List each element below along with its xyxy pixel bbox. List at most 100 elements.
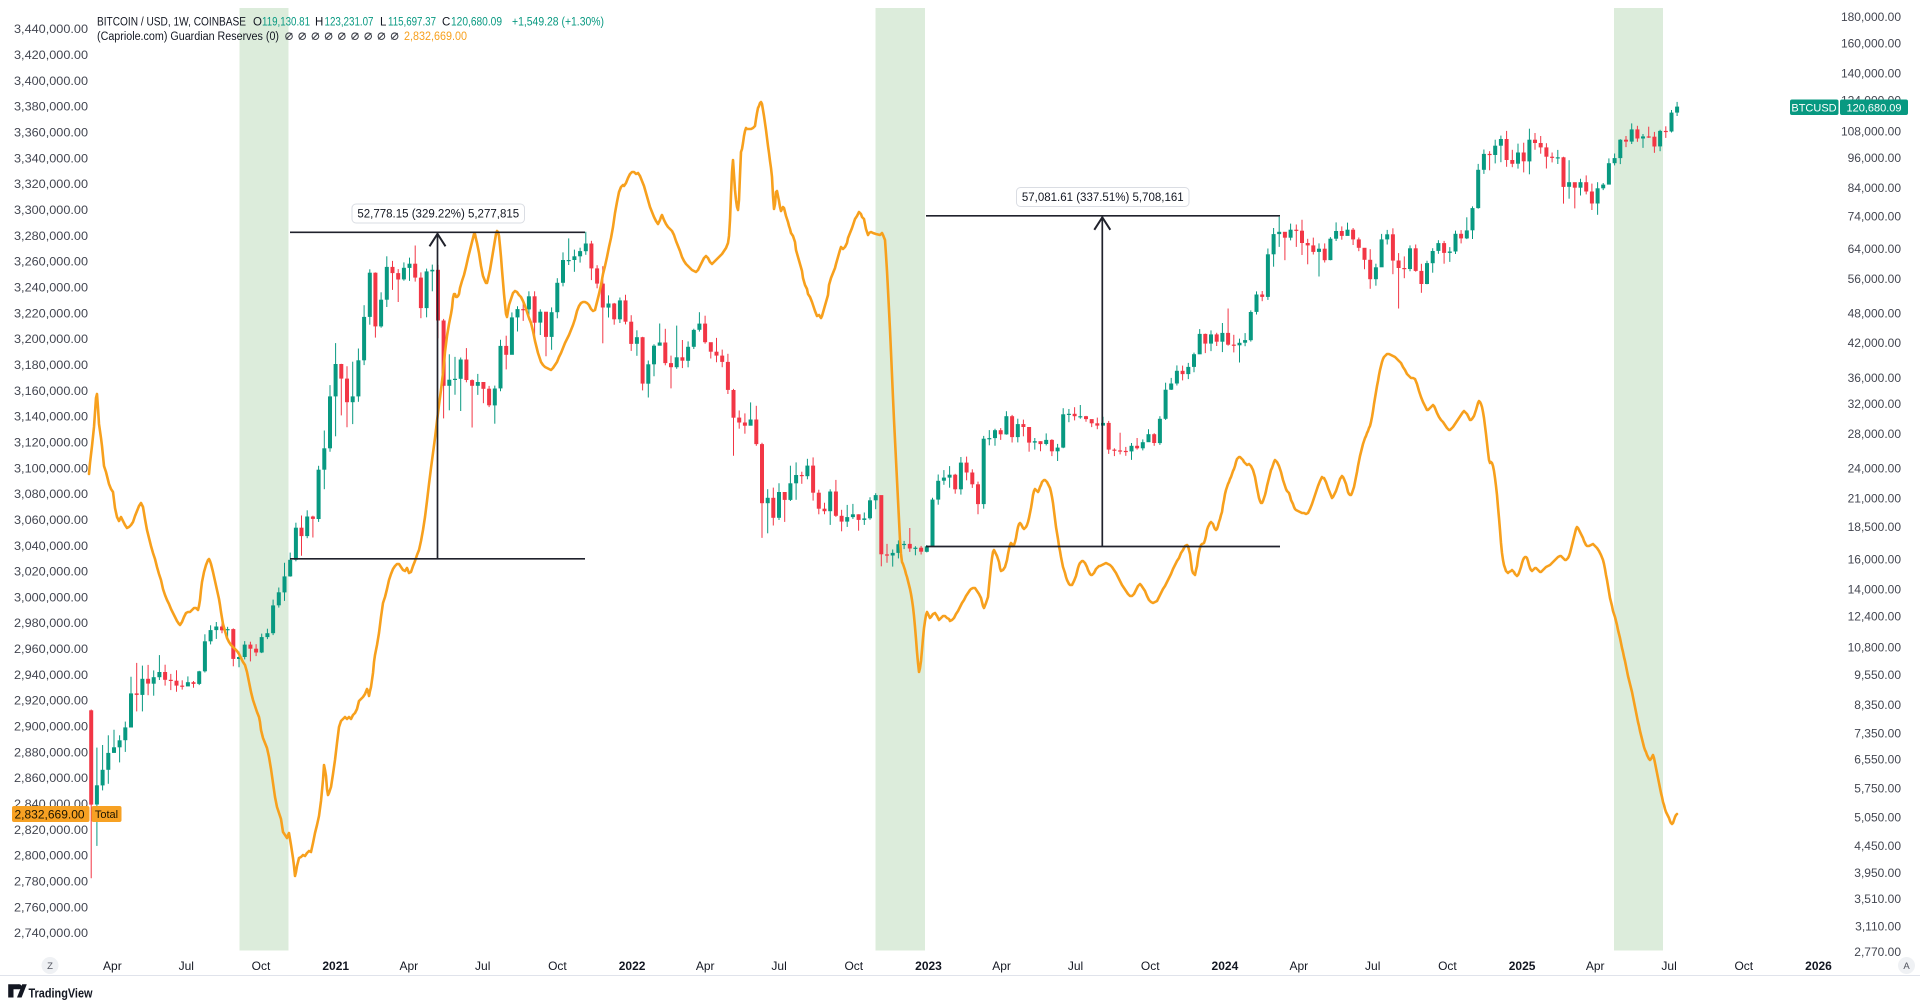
svg-text:3,340,000.00: 3,340,000.00 [14, 151, 88, 165]
svg-text:3,440,000.00: 3,440,000.00 [14, 22, 88, 36]
svg-text:12,400.00: 12,400.00 [1848, 610, 1902, 624]
svg-text:8,350.00: 8,350.00 [1854, 698, 1901, 712]
svg-text:Z: Z [47, 961, 53, 972]
svg-text:28,000.00: 28,000.00 [1848, 427, 1902, 441]
svg-text:2,760,000.00: 2,760,000.00 [14, 900, 88, 914]
svg-text:2,860,000.00: 2,860,000.00 [14, 771, 88, 785]
svg-text:56,000.00: 56,000.00 [1848, 272, 1902, 286]
svg-text:140,000.00: 140,000.00 [1841, 67, 1901, 81]
svg-text:120,680.09: 120,680.09 [1846, 102, 1901, 114]
svg-text:BTCUSD: BTCUSD [1791, 102, 1836, 114]
svg-text:Apr: Apr [696, 959, 715, 973]
svg-text:Total: Total [95, 809, 118, 821]
svg-text:14,000.00: 14,000.00 [1848, 582, 1902, 596]
svg-text:Apr: Apr [103, 959, 122, 973]
svg-text:3,420,000.00: 3,420,000.00 [14, 48, 88, 62]
svg-text:Oct: Oct [252, 959, 271, 973]
svg-text:2,980,000.00: 2,980,000.00 [14, 616, 88, 630]
svg-text:3,300,000.00: 3,300,000.00 [14, 203, 88, 217]
svg-text:Apr: Apr [1289, 959, 1308, 973]
svg-text:2,820,000.00: 2,820,000.00 [14, 823, 88, 837]
svg-text:Apr: Apr [1586, 959, 1605, 973]
svg-text:3,080,000.00: 3,080,000.00 [14, 487, 88, 501]
svg-text:36,000.00: 36,000.00 [1848, 371, 1902, 385]
svg-text:Oct: Oct [1141, 959, 1160, 973]
svg-text:3,950.00: 3,950.00 [1854, 866, 1901, 880]
svg-text:3,110.00: 3,110.00 [1855, 919, 1901, 933]
svg-text:2025: 2025 [1509, 959, 1536, 973]
svg-text:3,320,000.00: 3,320,000.00 [14, 177, 88, 191]
svg-text:6,550.00: 6,550.00 [1854, 753, 1901, 767]
svg-text:2,770.00: 2,770.00 [1854, 945, 1901, 959]
svg-text:2,920,000.00: 2,920,000.00 [14, 694, 88, 708]
svg-text:Jul: Jul [771, 959, 786, 973]
svg-text:2024: 2024 [1212, 959, 1239, 973]
svg-text:Apr: Apr [399, 959, 418, 973]
svg-text:3,260,000.00: 3,260,000.00 [14, 255, 88, 269]
svg-text:18,500.00: 18,500.00 [1848, 520, 1902, 534]
svg-text:3,160,000.00: 3,160,000.00 [14, 384, 88, 398]
svg-text:42,000.00: 42,000.00 [1848, 336, 1902, 350]
svg-text:Jul: Jul [1661, 959, 1676, 973]
svg-text:Oct: Oct [548, 959, 567, 973]
svg-text:9,550.00: 9,550.00 [1854, 668, 1901, 682]
svg-text:21,000.00: 21,000.00 [1848, 492, 1902, 506]
svg-text:84,000.00: 84,000.00 [1848, 181, 1902, 195]
svg-text:3,280,000.00: 3,280,000.00 [14, 229, 88, 243]
svg-text:180,000.00: 180,000.00 [1841, 10, 1901, 24]
svg-text:52,778.15 (329.22%) 5,277,815: 52,778.15 (329.22%) 5,277,815 [357, 209, 519, 221]
svg-text:64,000.00: 64,000.00 [1848, 242, 1902, 256]
svg-text:3,020,000.00: 3,020,000.00 [14, 565, 88, 579]
svg-text:2,780,000.00: 2,780,000.00 [14, 875, 88, 889]
svg-text:TradingView: TradingView [29, 986, 94, 1001]
svg-text:3,060,000.00: 3,060,000.00 [14, 513, 88, 527]
svg-text:160,000.00: 160,000.00 [1841, 37, 1901, 51]
svg-text:3,120,000.00: 3,120,000.00 [14, 435, 88, 449]
svg-text:57,081.61 (337.51%) 5,708,161: 57,081.61 (337.51%) 5,708,161 [1022, 192, 1184, 204]
svg-text:3,040,000.00: 3,040,000.00 [14, 539, 88, 553]
svg-text:Jul: Jul [1068, 959, 1083, 973]
svg-text:Jul: Jul [1365, 959, 1380, 973]
svg-text:Apr: Apr [992, 959, 1011, 973]
svg-text:32,000.00: 32,000.00 [1848, 397, 1902, 411]
svg-text:7,350.00: 7,350.00 [1854, 727, 1901, 741]
svg-text:2021: 2021 [322, 959, 349, 973]
svg-text:2,900,000.00: 2,900,000.00 [14, 720, 88, 734]
svg-text:3,360,000.00: 3,360,000.00 [14, 126, 88, 140]
svg-text:Oct: Oct [1438, 959, 1457, 973]
svg-text:108,000.00: 108,000.00 [1841, 125, 1901, 139]
svg-text:3,380,000.00: 3,380,000.00 [14, 100, 88, 114]
svg-text:5,750.00: 5,750.00 [1854, 782, 1901, 796]
svg-text:(Capriole.com) Guardian Reserv: (Capriole.com) Guardian Reserves (0) 2,83… [97, 31, 467, 43]
svg-text:16,000.00: 16,000.00 [1848, 552, 1902, 566]
svg-text:3,510.00: 3,510.00 [1854, 892, 1901, 906]
svg-text:3,000,000.00: 3,000,000.00 [14, 590, 88, 604]
svg-text:3,140,000.00: 3,140,000.00 [14, 410, 88, 424]
svg-text:2026: 2026 [1805, 959, 1832, 973]
svg-text:2,740,000.00: 2,740,000.00 [14, 926, 88, 940]
svg-text:2022: 2022 [619, 959, 646, 973]
svg-text:Jul: Jul [179, 959, 194, 973]
svg-text:2,880,000.00: 2,880,000.00 [14, 745, 88, 759]
svg-text:3,220,000.00: 3,220,000.00 [14, 306, 88, 320]
svg-text:74,000.00: 74,000.00 [1848, 209, 1902, 223]
svg-text:A: A [1903, 961, 1910, 972]
svg-text:3,240,000.00: 3,240,000.00 [14, 281, 88, 295]
svg-text:2023: 2023 [915, 959, 942, 973]
svg-text:2,940,000.00: 2,940,000.00 [14, 668, 88, 682]
svg-text:2,800,000.00: 2,800,000.00 [14, 849, 88, 863]
svg-text:24,000.00: 24,000.00 [1848, 462, 1902, 476]
svg-text:Jul: Jul [475, 959, 490, 973]
svg-text:2,960,000.00: 2,960,000.00 [14, 642, 88, 656]
svg-text:3,400,000.00: 3,400,000.00 [14, 74, 88, 88]
svg-text:2,832,669.00: 2,832,669.00 [15, 807, 85, 821]
svg-text:3,200,000.00: 3,200,000.00 [14, 332, 88, 346]
svg-text:10,800.00: 10,800.00 [1848, 640, 1902, 654]
svg-text:3,180,000.00: 3,180,000.00 [14, 358, 88, 372]
svg-text:Oct: Oct [844, 959, 863, 973]
svg-text:5,050.00: 5,050.00 [1854, 811, 1901, 825]
svg-text:48,000.00: 48,000.00 [1848, 306, 1902, 320]
svg-text:4,450.00: 4,450.00 [1854, 839, 1901, 853]
svg-text:96,000.00: 96,000.00 [1848, 151, 1902, 165]
